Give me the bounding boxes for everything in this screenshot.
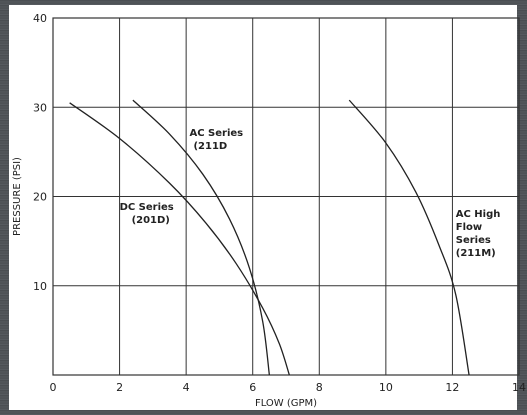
- curve-label-line: (211M): [456, 248, 496, 259]
- curve-label-line: (201D): [132, 215, 170, 226]
- curve-label-line: AC High: [456, 209, 501, 220]
- y-tick-label: 30: [33, 101, 47, 114]
- y-tick-label: 40: [33, 12, 47, 25]
- curve-label-line: Flow: [456, 222, 482, 233]
- curve-ac-series-211d: [132, 99, 271, 376]
- curve-label-line: Series: [456, 235, 491, 246]
- y-tick-label: 20: [33, 191, 47, 204]
- x-tick-label: 0: [50, 381, 57, 394]
- x-tick-label: 6: [249, 381, 256, 394]
- curve-label-dc-series-201d: DC Series (201D): [120, 202, 174, 226]
- y-tick-label: 10: [33, 280, 47, 293]
- x-tick-label: 12: [445, 381, 459, 394]
- curve-label-line: AC Series: [189, 128, 243, 139]
- y-axis-label: PRESSURE (PSI): [12, 157, 23, 236]
- x-tick-label: 10: [379, 381, 393, 394]
- x-tick-label: 14: [512, 381, 526, 394]
- curve-ac-high-flow-series-211m: [348, 99, 470, 376]
- chart-panel: [9, 5, 517, 410]
- curve-label-line: (211D: [193, 141, 227, 152]
- plot-border: [52, 17, 520, 376]
- curve-label-ac-series-211d: AC Series (211D: [189, 128, 243, 152]
- x-tick-label: 8: [316, 381, 323, 394]
- x-tick-label: 2: [116, 381, 123, 394]
- curve-label-ac-high-flow-series-211m: AC High Flow Series (211M): [456, 209, 501, 259]
- curve-label-line: DC Series: [120, 202, 174, 213]
- x-tick-label: 4: [183, 381, 190, 394]
- x-axis-label: FLOW (GPM): [255, 398, 317, 409]
- curve-dc-series-201d: [69, 102, 290, 376]
